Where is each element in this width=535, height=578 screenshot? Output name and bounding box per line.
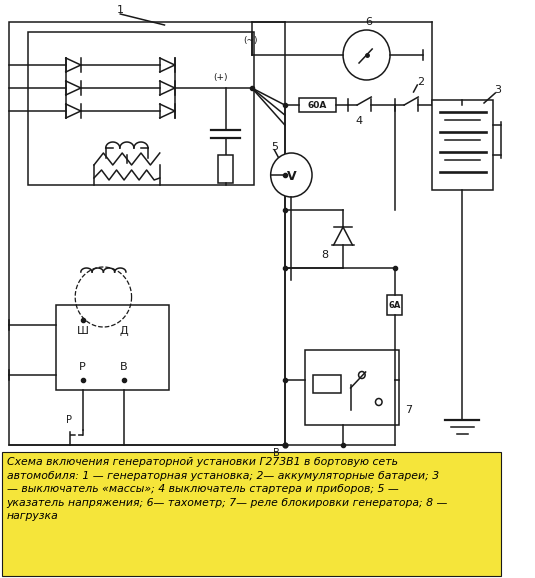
- Text: Р: Р: [79, 362, 86, 372]
- Bar: [2, 452, 501, 576]
- Text: 60А: 60А: [308, 101, 327, 109]
- Bar: [305, 350, 400, 425]
- Text: 6А: 6А: [388, 301, 401, 309]
- Text: 8: 8: [321, 250, 328, 260]
- Text: 5: 5: [271, 142, 278, 152]
- Text: В: В: [120, 362, 128, 372]
- Bar: [432, 100, 493, 190]
- Circle shape: [358, 372, 365, 379]
- Bar: [218, 155, 233, 183]
- Text: 3: 3: [495, 85, 502, 95]
- Text: Ш: Ш: [77, 326, 89, 336]
- Bar: [56, 305, 169, 390]
- Text: (~): (~): [244, 36, 258, 45]
- Bar: [28, 32, 254, 185]
- Text: Д: Д: [120, 326, 128, 336]
- Text: B: B: [273, 448, 280, 458]
- Text: 2: 2: [417, 77, 425, 87]
- Text: Р: Р: [66, 415, 72, 425]
- Circle shape: [376, 398, 382, 406]
- Bar: [10, 22, 285, 445]
- Text: Схема включения генераторной установки Г273В1 в бортовую сеть
автомобиля: 1 — ге: Схема включения генераторной установки Г…: [6, 457, 448, 521]
- Text: V: V: [287, 171, 296, 183]
- Text: 6: 6: [365, 17, 372, 27]
- Bar: [387, 295, 402, 315]
- Circle shape: [271, 153, 312, 197]
- Circle shape: [343, 30, 390, 80]
- Bar: [299, 98, 337, 112]
- Bar: [313, 375, 341, 393]
- Text: 4: 4: [355, 116, 363, 126]
- Text: (+): (+): [213, 73, 228, 82]
- Text: 1: 1: [117, 5, 124, 15]
- Text: 7: 7: [405, 405, 412, 415]
